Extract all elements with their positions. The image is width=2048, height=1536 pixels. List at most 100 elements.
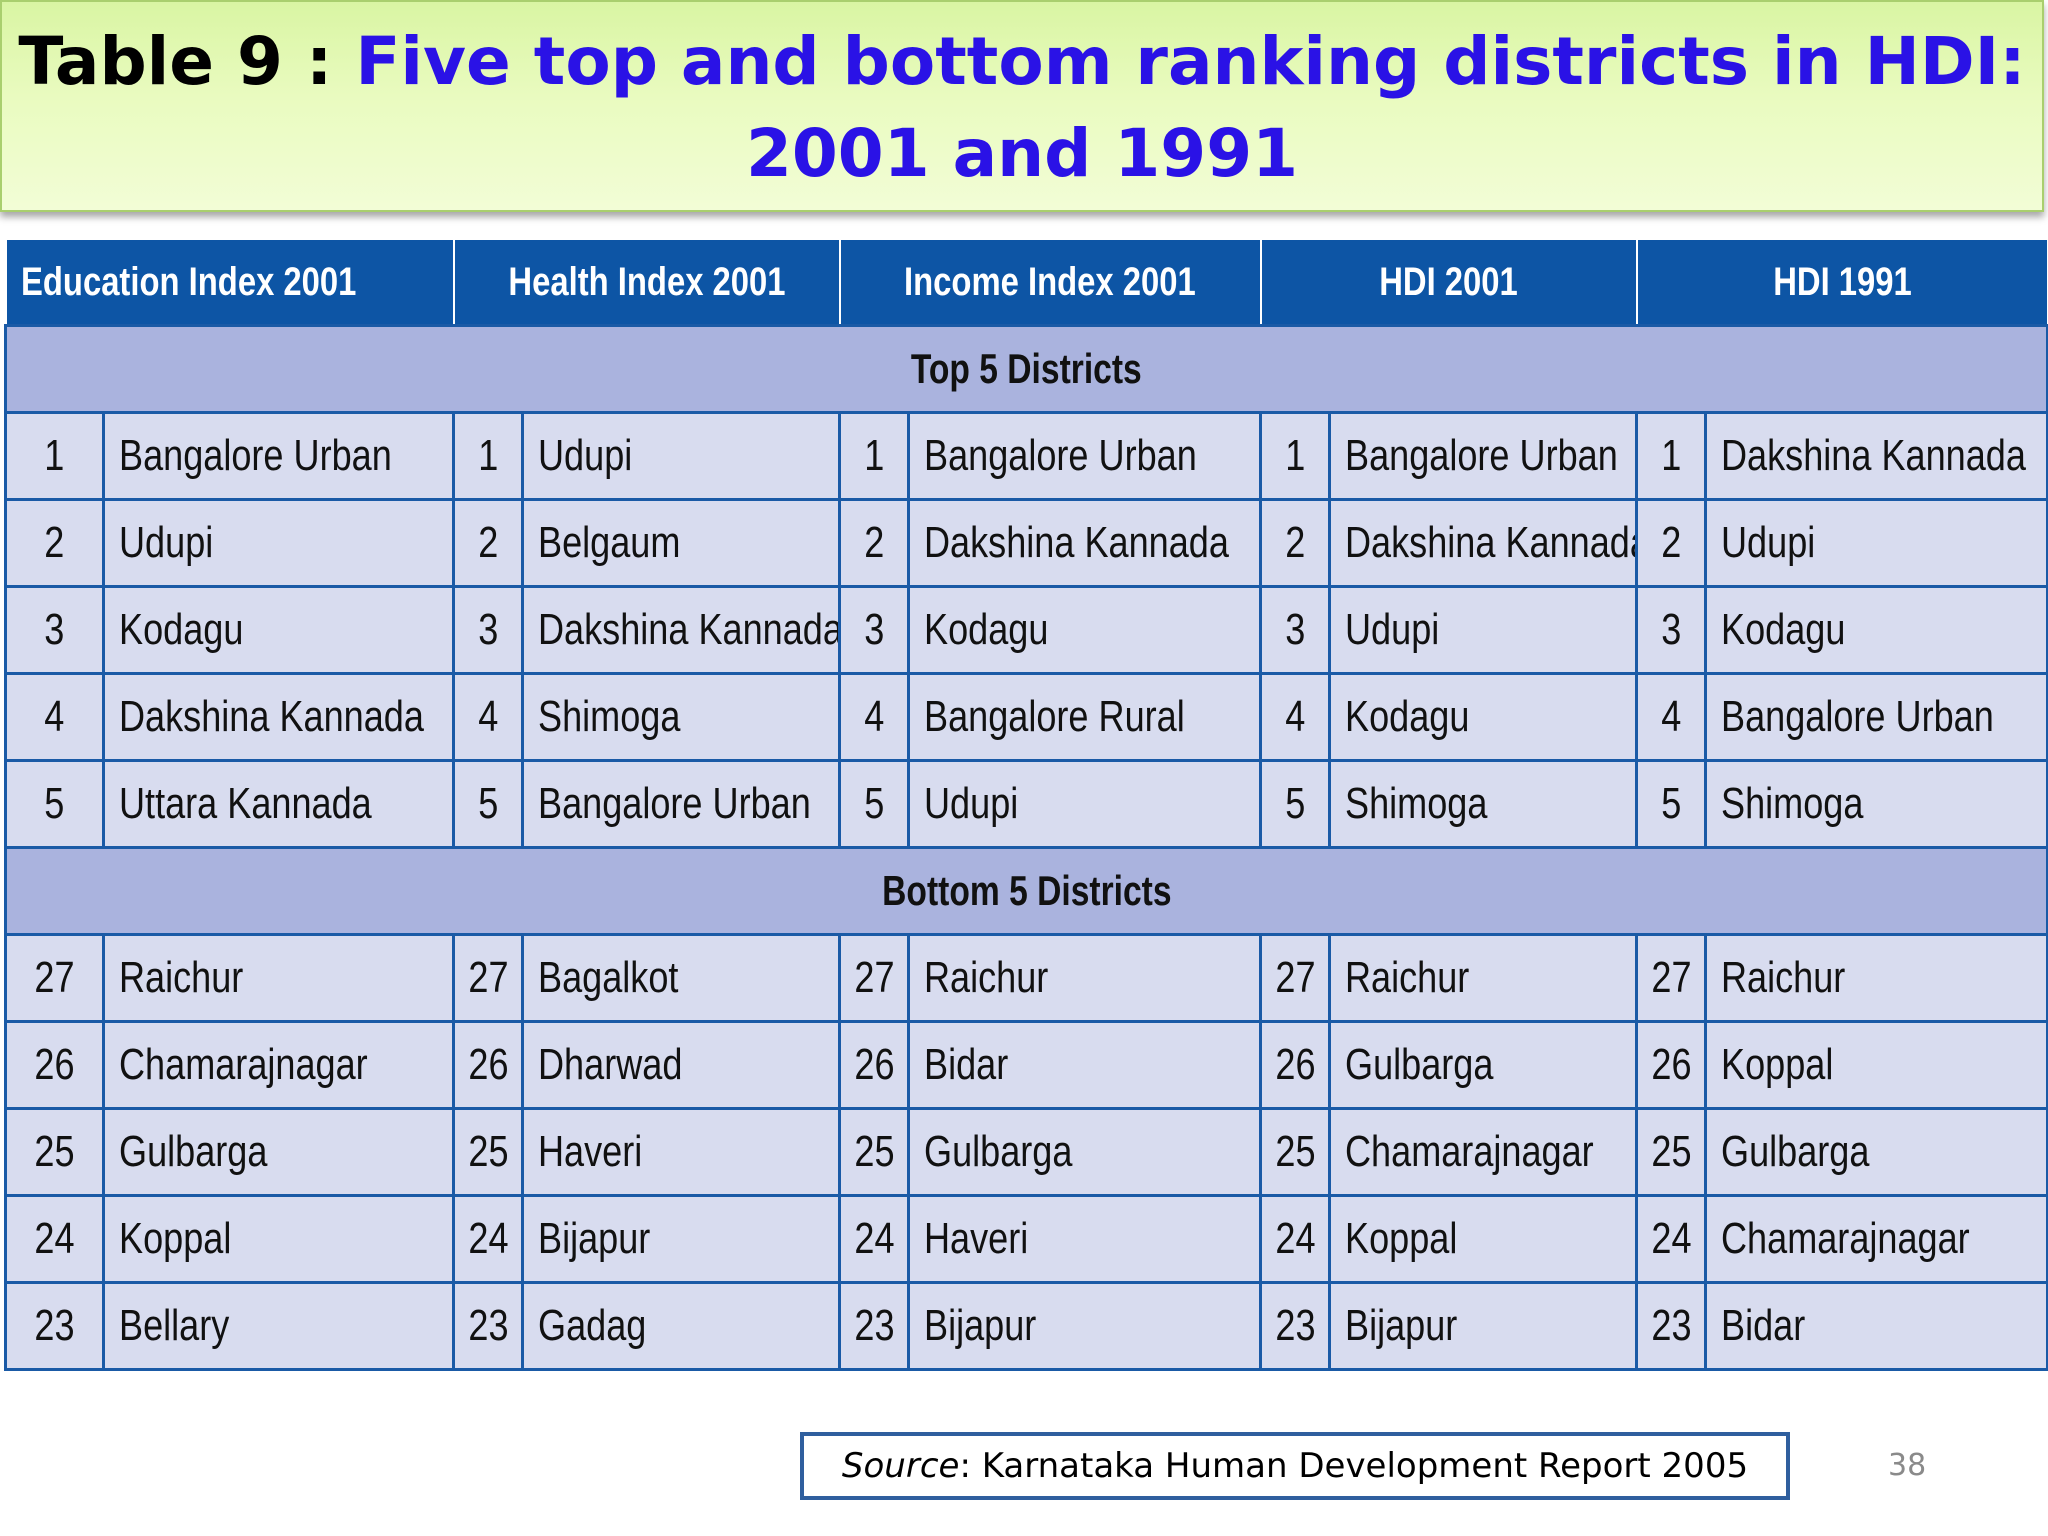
column-header: Income Index 2001 <box>838 238 1262 327</box>
district-cell: Raichur <box>1704 933 2048 1023</box>
rank-cell: 27 <box>1259 933 1332 1023</box>
district-cell: Bijapur <box>906 1281 1263 1371</box>
page-number: 38 <box>1888 1448 1927 1483</box>
column-header: HDI 1991 <box>1635 238 2048 327</box>
rank-cell: 3 <box>1635 585 1708 675</box>
district-cell: Bidar <box>906 1020 1263 1110</box>
rank-cell: 1 <box>1259 411 1332 501</box>
district-cell: Bangalore Urban <box>1328 411 1639 501</box>
table-row: 23 Bellary 23 Gadag 23 Bijapur 23 Bijapur 23 Bida… <box>4 1281 2048 1371</box>
district-cell: Shimoga <box>1704 759 2048 849</box>
district-cell: Dharwad <box>521 1020 841 1110</box>
rank-cell: 3 <box>1259 585 1332 675</box>
rank-cell: 5 <box>838 759 910 849</box>
column-header: Education Index 2001 <box>4 238 455 327</box>
rank-cell: 25 <box>4 1107 105 1197</box>
district-cell: Bangalore Urban <box>521 759 841 849</box>
rank-cell: 2 <box>4 498 105 588</box>
rank-cell: 26 <box>838 1020 910 1110</box>
district-cell: Uttara Kannada <box>102 759 455 849</box>
district-cell: Bangalore Urban <box>906 411 1263 501</box>
district-cell: Gulbarga <box>906 1107 1263 1197</box>
district-cell: Udupi <box>102 498 455 588</box>
rank-cell: 23 <box>452 1281 524 1371</box>
district-cell: Udupi <box>1704 498 2048 588</box>
rank-cell: 26 <box>1259 1020 1332 1110</box>
district-cell: Gulbarga <box>102 1107 455 1197</box>
title-prefix: Table 9 : <box>18 23 356 100</box>
district-cell: Bangalore Rural <box>906 672 1263 762</box>
source-note: Source: Karnataka Human Development Repo… <box>800 1432 1790 1500</box>
rank-cell: 23 <box>1635 1281 1708 1371</box>
district-cell: Haveri <box>521 1107 841 1197</box>
district-cell: Raichur <box>102 933 455 1023</box>
table-row: 2 Udupi 2 Belgaum 2 Dakshina Kannada 2 Dakshina… <box>4 498 2048 588</box>
district-cell: Chamarajnagar <box>1328 1107 1639 1197</box>
rank-cell: 2 <box>1635 498 1708 588</box>
table-body: Top 5 Districts 1 Bangalore Urban 1 Udupi 1 Ba… <box>3 324 2048 1371</box>
rank-cell: 24 <box>452 1194 524 1284</box>
source-label: Source <box>841 1446 960 1486</box>
table-header-row: Education Index 2001 Health Index 2001 I… <box>4 238 2048 327</box>
district-cell: Koppal <box>102 1194 455 1284</box>
district-cell: Dakshina Kannada <box>102 672 455 762</box>
district-cell: Dakshina Kannada <box>906 498 1263 588</box>
rank-cell: 1 <box>452 411 524 501</box>
rank-cell: 23 <box>4 1281 105 1371</box>
district-cell: Chamarajnagar <box>102 1020 455 1110</box>
rank-cell: 24 <box>4 1194 105 1284</box>
rank-cell: 3 <box>4 585 105 675</box>
rank-cell: 24 <box>838 1194 910 1284</box>
rank-cell: 26 <box>1635 1020 1708 1110</box>
rank-cell: 25 <box>1635 1107 1708 1197</box>
district-cell: Shimoga <box>521 672 841 762</box>
rank-cell: 4 <box>838 672 910 762</box>
rank-cell: 23 <box>838 1281 910 1371</box>
rank-cell: 4 <box>1259 672 1332 762</box>
section-header-row: Top 5 Districts <box>3 324 2048 414</box>
district-cell: Kodagu <box>102 585 455 675</box>
slide-title: Table 9 : Five top and bottom ranking di… <box>0 0 2044 212</box>
section-label: Bottom 5 Districts <box>3 846 2048 936</box>
rank-cell: 5 <box>1259 759 1332 849</box>
rank-cell: 4 <box>452 672 524 762</box>
table-row: 3 Kodagu 3 Dakshina Kannada 3 Kodagu 3 Udupi 3 Ko… <box>4 585 2048 675</box>
rank-cell: 24 <box>1635 1194 1708 1284</box>
district-cell: Bangalore Urban <box>1704 672 2048 762</box>
district-cell: Haveri <box>906 1194 1263 1284</box>
rank-cell: 27 <box>4 933 105 1023</box>
district-cell: Koppal <box>1704 1020 2048 1110</box>
rank-cell: 27 <box>452 933 524 1023</box>
district-cell: Belgaum <box>521 498 841 588</box>
district-cell: Udupi <box>521 411 841 501</box>
rank-cell: 4 <box>4 672 105 762</box>
district-cell: Koppal <box>1328 1194 1639 1284</box>
district-cell: Kodagu <box>1328 672 1639 762</box>
rank-cell: 25 <box>838 1107 910 1197</box>
district-ranking-table: Education Index 2001 Health Index 2001 I… <box>3 238 2048 1371</box>
rank-cell: 5 <box>452 759 524 849</box>
column-header: HDI 2001 <box>1259 238 1638 327</box>
district-cell: Gulbarga <box>1328 1020 1639 1110</box>
source-text: : Karnataka Human Development Report 200… <box>959 1446 1749 1486</box>
district-cell: Bagalkot <box>521 933 841 1023</box>
district-cell: Bijapur <box>1328 1281 1639 1371</box>
rank-cell: 1 <box>4 411 105 501</box>
rank-cell: 27 <box>1635 933 1708 1023</box>
rank-cell: 25 <box>452 1107 524 1197</box>
table-row: 4 Dakshina Kannada 4 Shimoga 4 Bangalore Rura… <box>4 672 2048 762</box>
table-row: 26 Chamarajnagar 26 Dharwad 26 Bidar 26 Gulbarg… <box>4 1020 2048 1110</box>
rank-cell: 2 <box>838 498 910 588</box>
column-header: Health Index 2001 <box>452 238 841 327</box>
rank-cell: 5 <box>1635 759 1708 849</box>
rank-cell: 3 <box>838 585 910 675</box>
section-header-row: Bottom 5 Districts <box>3 846 2048 936</box>
rank-cell: 2 <box>452 498 524 588</box>
district-cell: Udupi <box>906 759 1263 849</box>
district-cell: Dakshina Kannada <box>521 585 841 675</box>
rank-cell: 25 <box>1259 1107 1332 1197</box>
district-cell: Dakshina Kannada <box>1328 498 1639 588</box>
district-cell: Gulbarga <box>1704 1107 2048 1197</box>
table-row: 25 Gulbarga 25 Haveri 25 Gulbarga 25 Chamarajna… <box>4 1107 2048 1197</box>
table-row: 24 Koppal 24 Bijapur 24 Haveri 24 Koppal 24 Chama… <box>4 1194 2048 1284</box>
